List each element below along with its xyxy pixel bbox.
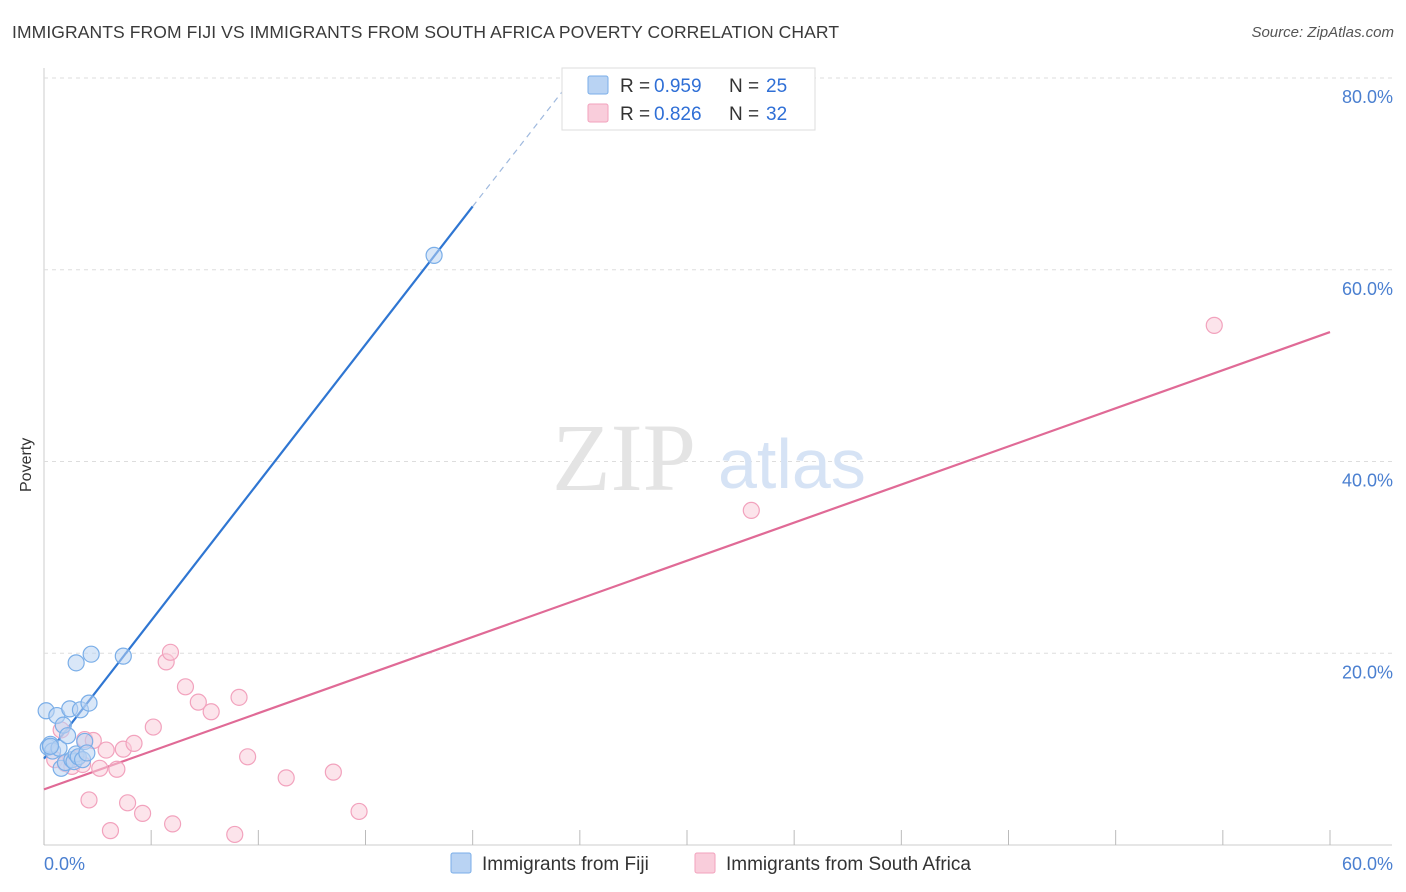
point-south-africa — [118, 794, 137, 812]
point-south-africa — [350, 802, 368, 821]
chart-source: Source: ZipAtlas.com — [1251, 24, 1394, 41]
legend-n-value-fiji: 25 — [766, 76, 787, 97]
point-south-africa — [277, 769, 295, 787]
point-south-africa — [1205, 316, 1223, 334]
data-points — [37, 246, 1223, 844]
point-south-africa — [202, 703, 220, 721]
legend-swatch-fiji — [587, 75, 609, 95]
point-south-africa — [226, 825, 244, 844]
legend-r-label-south-africa: R = — [620, 104, 650, 125]
point-south-africa — [324, 763, 342, 781]
point-south-africa — [80, 791, 98, 809]
point-south-africa — [230, 688, 248, 706]
point-fiji — [41, 737, 60, 755]
point-south-africa — [239, 748, 257, 766]
trend-line-fiji-extension — [472, 82, 570, 207]
point-south-africa — [176, 678, 195, 696]
point-fiji — [82, 645, 100, 663]
watermark-zip: ZIP — [552, 404, 696, 511]
legend-r-value-south-africa: 0.826 — [654, 104, 702, 125]
y-tick-label: 80.0% — [1342, 87, 1393, 107]
point-fiji — [67, 654, 85, 672]
point-fiji — [114, 647, 132, 665]
x-axis-ticks — [43, 830, 1331, 845]
bottom-legend-swatch-fiji — [450, 852, 472, 874]
point-south-africa — [144, 718, 162, 736]
legend-n-value-south-africa: 32 — [766, 104, 787, 125]
chart-title: IMMIGRANTS FROM FIJI VS IMMIGRANTS FROM … — [12, 22, 840, 42]
point-south-africa — [161, 643, 180, 661]
trend-line-south-africa — [43, 331, 1331, 791]
point-south-africa — [97, 741, 115, 759]
legend-n-label-fiji: N = — [729, 76, 759, 97]
point-south-africa — [189, 693, 207, 711]
point-fiji — [425, 246, 443, 264]
x-axis-max-label: 60.0% — [1342, 854, 1393, 874]
point-south-africa — [108, 760, 126, 778]
point-south-africa — [125, 734, 143, 752]
correlation-legend: R = 0.959 N = 25 R = 0.826 N = 32 — [561, 67, 816, 131]
point-fiji — [80, 694, 98, 712]
series-legend: Immigrants from Fiji Immigrants from Sou… — [450, 852, 971, 875]
bottom-legend-label-fiji: Immigrants from Fiji — [482, 854, 649, 875]
watermark-atlas: atlas — [718, 425, 866, 503]
point-fiji — [78, 744, 96, 762]
point-south-africa — [164, 815, 182, 833]
legend-swatch-south-africa — [587, 103, 609, 123]
point-south-africa — [133, 804, 152, 822]
point-south-africa — [742, 501, 760, 519]
x-axis-min-label: 0.0% — [44, 854, 85, 874]
bottom-legend-label-south-africa: Immigrants from South Africa — [726, 854, 971, 875]
bottom-legend-swatch-south-africa — [694, 852, 716, 874]
y-tick-label: 60.0% — [1342, 279, 1393, 299]
legend-r-label-fiji: R = — [620, 76, 650, 97]
y-axis-tick-labels: 20.0% 40.0% 60.0% 80.0% — [1342, 87, 1393, 682]
watermark: ZIP atlas — [552, 404, 866, 511]
point-south-africa — [91, 759, 109, 777]
y-tick-label: 20.0% — [1342, 662, 1393, 682]
point-south-africa — [101, 822, 120, 840]
legend-r-value-fiji: 0.959 — [654, 76, 702, 97]
y-tick-label: 40.0% — [1342, 471, 1393, 491]
trend-line-fiji — [43, 205, 474, 760]
trend-lines — [43, 82, 1331, 791]
point-fiji — [58, 727, 77, 745]
legend-n-label-south-africa: N = — [729, 104, 759, 125]
